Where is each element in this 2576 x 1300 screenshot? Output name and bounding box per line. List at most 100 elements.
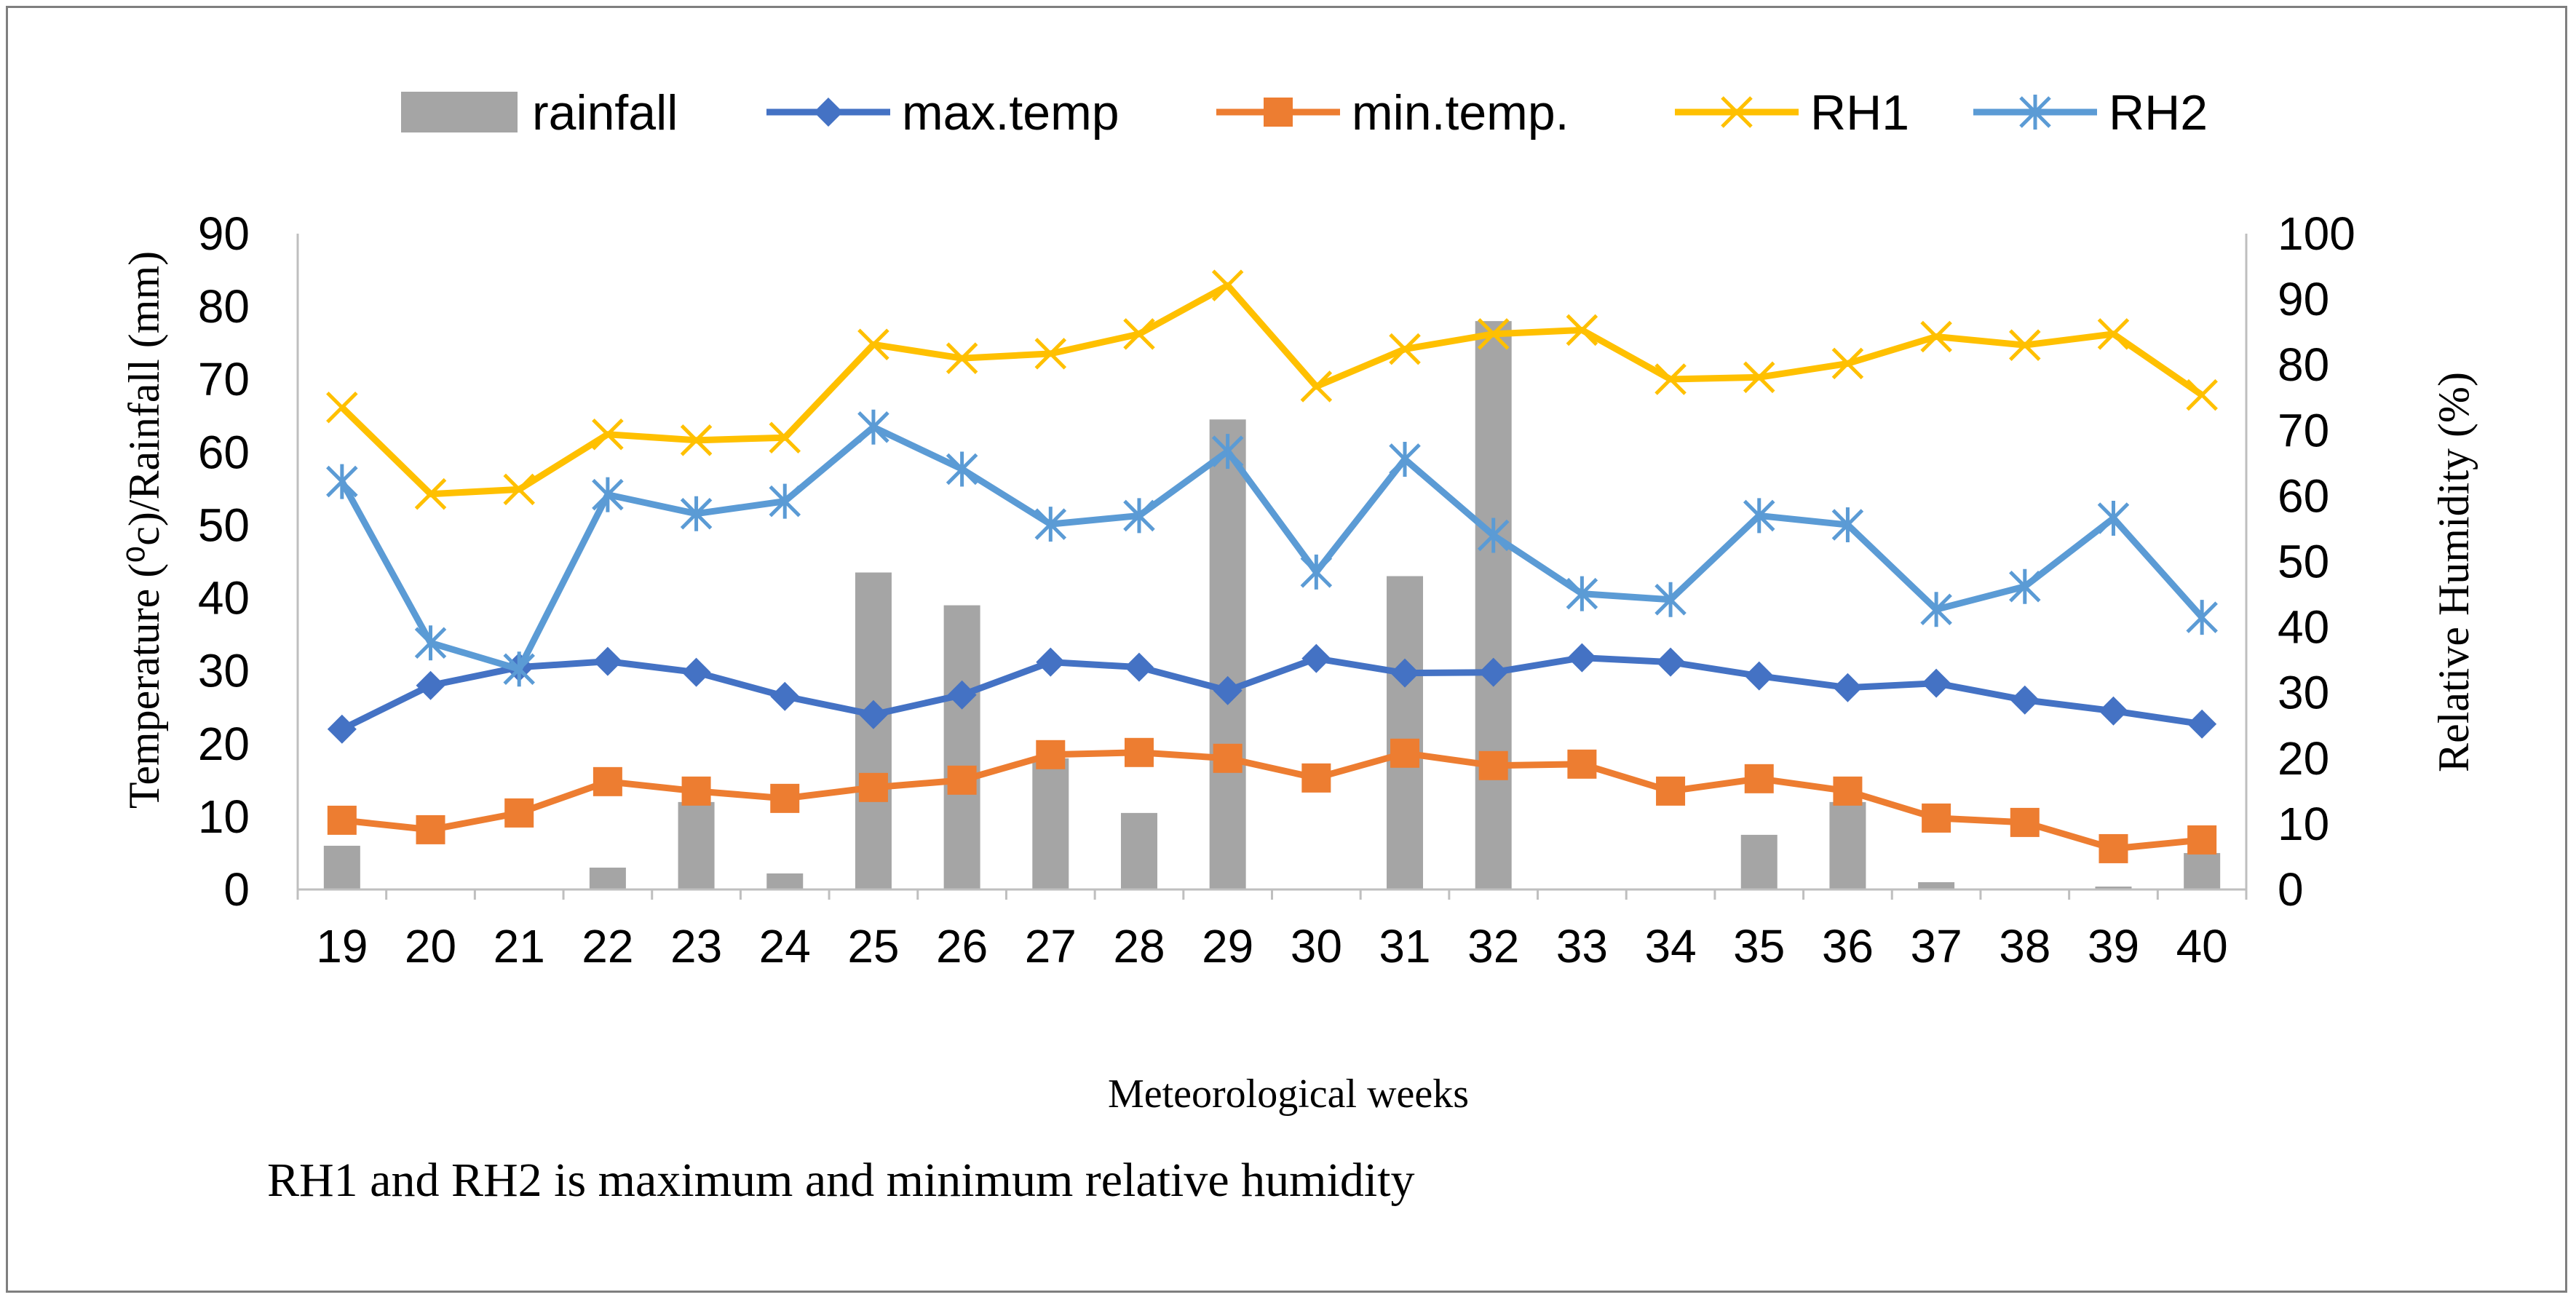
series-rh2 xyxy=(326,409,2218,687)
max-temp-line xyxy=(340,654,2203,732)
y-left-tick-label: 30 xyxy=(198,645,250,697)
legend-marker xyxy=(1264,98,1293,127)
min-temp-point xyxy=(770,783,800,813)
rainfall-bar xyxy=(1829,801,1866,889)
x-tick-label: 39 xyxy=(2088,920,2139,972)
min-temp-point xyxy=(1301,763,1331,793)
min-temp-point xyxy=(1833,776,1863,806)
rh1-point xyxy=(1389,333,1421,365)
y-axis-left-title: Temperature (⁰c)/Rainfall (mm) xyxy=(120,251,168,809)
min-temp-point xyxy=(1390,738,1420,768)
min-temp-point xyxy=(416,815,445,844)
min-temp-point xyxy=(2187,825,2217,855)
min-temp-point xyxy=(593,766,622,796)
y-right-tick-label: 70 xyxy=(2278,404,2329,456)
max-temp-point xyxy=(2010,685,2040,715)
rh2-point xyxy=(2097,501,2130,536)
rh1-point xyxy=(1123,318,1155,350)
rh2-point xyxy=(1300,554,1333,590)
figure-frame: 0 10 20 30 40 50 60 70 80 90 0 10 20 30 40 50 60 70 80 90 1… xyxy=(6,6,2567,1293)
x-tick-label: 34 xyxy=(1644,920,1696,972)
max-temp-point xyxy=(1213,675,1243,705)
y-left-tick-label: 0 xyxy=(223,863,250,916)
legend-swatch xyxy=(401,92,518,132)
max-temp-point xyxy=(1567,643,1597,673)
max-temp-point xyxy=(1744,661,1774,691)
x-tick-label: 31 xyxy=(1379,920,1430,972)
rh1-point xyxy=(1034,338,1067,370)
rainfall-bar xyxy=(1475,321,1512,890)
axes xyxy=(296,234,2248,900)
x-tick-label: 33 xyxy=(1556,920,1608,972)
min-temp-point xyxy=(327,805,357,835)
min-temp-point xyxy=(681,776,711,806)
rainfall-bar xyxy=(678,801,715,889)
max-temp-point xyxy=(1390,658,1420,688)
y-right-tick-label: 90 xyxy=(2278,273,2329,325)
rh2-point xyxy=(1123,498,1155,534)
rh1-point xyxy=(1566,314,1598,346)
y-right-tick-label: 80 xyxy=(2278,338,2329,391)
max-temp-point xyxy=(1124,652,1154,682)
x-tick-label: 19 xyxy=(316,920,368,972)
x-tick-label: 22 xyxy=(582,920,633,972)
x-tick-label: 23 xyxy=(670,920,722,972)
y-right-tick-label: 20 xyxy=(2278,732,2329,785)
y-left-tick-label: 60 xyxy=(198,426,250,478)
y-left-tick-label: 70 xyxy=(198,353,250,405)
rh2-point xyxy=(2186,600,2218,635)
max-temp-point xyxy=(1656,647,1686,677)
rh2-point xyxy=(503,651,535,687)
max-temp-point xyxy=(1478,657,1508,687)
max-temp-point xyxy=(1922,668,1951,698)
rh1-point xyxy=(326,391,358,424)
max-temp-point xyxy=(2099,696,2128,726)
legend-label: RH1 xyxy=(1810,85,1909,140)
right-axis-ticks: 0 10 20 30 40 50 60 70 80 90 100 xyxy=(2278,207,2355,916)
rh1-point xyxy=(857,328,889,361)
max-temp-point xyxy=(947,680,977,710)
rh1-line xyxy=(339,282,2204,498)
rh2-point xyxy=(2009,568,2041,604)
y-right-tick-label: 0 xyxy=(2278,863,2304,916)
y-right-tick-label: 10 xyxy=(2278,798,2329,850)
rh1-point xyxy=(1831,347,1864,380)
rh2-point xyxy=(414,625,447,661)
x-tick-label: 27 xyxy=(1025,920,1077,972)
y-left-tick-label: 90 xyxy=(198,207,250,260)
y-left-tick-label: 40 xyxy=(198,572,250,625)
x-tick-label: 28 xyxy=(1113,920,1165,972)
rh2-point xyxy=(1034,507,1067,542)
rh1-point xyxy=(1300,370,1333,403)
rainfall-bar xyxy=(1740,834,1778,889)
x-axis-ticks: 19 20 21 22 23 24 25 26 27 28 29 30 31 32 33 34 35 36 37 38… xyxy=(316,920,2228,972)
y-right-tick-label: 30 xyxy=(2278,667,2329,719)
y-left-tick-label: 80 xyxy=(198,280,250,333)
rh2-point xyxy=(1477,518,1510,553)
rainfall-bar xyxy=(766,873,804,889)
rh2-point xyxy=(1389,441,1421,477)
legend-marker xyxy=(814,98,843,127)
min-temp-point xyxy=(1036,740,1066,769)
rh1-point xyxy=(1743,361,1775,394)
min-temp-line xyxy=(341,749,2203,852)
rh2-point xyxy=(1566,576,1598,611)
x-tick-label: 30 xyxy=(1291,920,1342,972)
x-tick-label: 21 xyxy=(494,920,545,972)
min-temp-point xyxy=(947,765,977,795)
y-left-tick-label: 20 xyxy=(198,718,250,770)
rh1-point xyxy=(2186,378,2218,411)
x-tick-label: 35 xyxy=(1733,920,1785,972)
series-min-temp xyxy=(327,737,2217,863)
rh2-point xyxy=(680,496,713,531)
rainfall-bar xyxy=(1387,576,1424,889)
x-tick-label: 29 xyxy=(1202,920,1253,972)
rh1-point xyxy=(414,477,447,510)
series-max-temp xyxy=(327,643,2217,744)
max-temp-point xyxy=(770,681,800,711)
rh1-point xyxy=(2097,318,2130,350)
y-axis-right-title: Relative Humidity (%) xyxy=(2430,372,2478,772)
rainfall-bar xyxy=(1120,812,1157,889)
legend-label: rainfall xyxy=(532,85,678,140)
left-axis-ticks: 0 10 20 30 40 50 60 70 80 90 xyxy=(198,207,250,916)
